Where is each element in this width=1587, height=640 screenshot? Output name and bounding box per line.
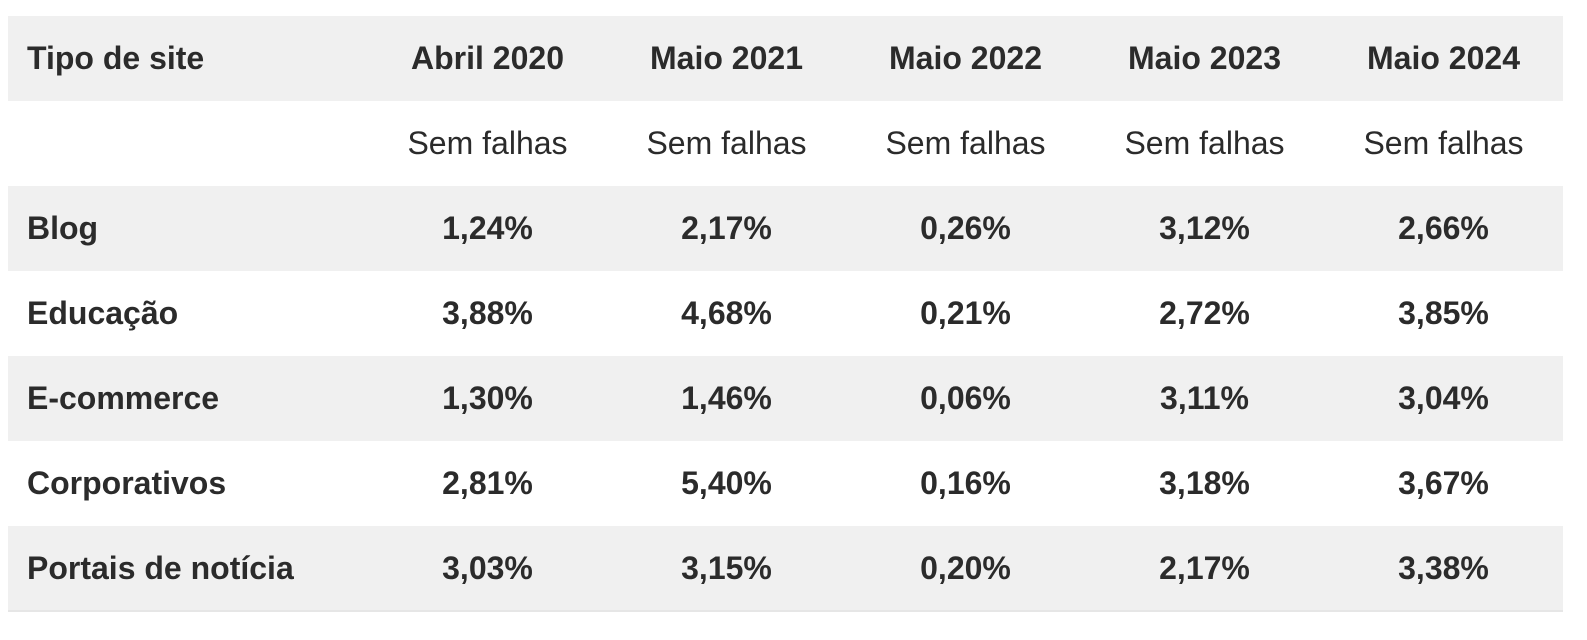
table-cell: 3,15% [607,526,846,611]
subheader-cell: Sem falhas [407,125,568,161]
table-cell: 0,26% [846,186,1085,271]
table-cell: 3,18% [1159,465,1250,501]
table-cell: 3,85% [1398,295,1489,331]
table-header-row: Tipo de site Abril 2020 Maio 2021 Maio 2… [8,16,1563,101]
table-row-portais: Portais de notícia 3,03% 3,15% 0,20% 2,1… [8,526,1563,611]
header-maio-2021: Maio 2021 [607,16,846,101]
table-cell: 2,72% [1159,295,1250,331]
table-cell: 3,04% [1324,356,1563,441]
row-label: E-commerce [8,356,368,441]
table-cell: 2,66% [1324,186,1563,271]
row-label: Educação [27,295,179,331]
table-cell: 0,20% [846,526,1085,611]
table-cell: 0,16% [920,465,1011,501]
table-cell: 2,17% [1085,526,1324,611]
row-label: Corporativos [27,465,227,501]
header-abril-2020: Abril 2020 [368,16,607,101]
table-cell: 2,81% [442,465,533,501]
table-cell: 3,38% [1324,526,1563,611]
table-cell: 3,67% [1398,465,1489,501]
table-row-educacao: Educação 3,88% 4,68% 0,21% 2,72% 3,85% [8,271,1563,356]
table-cell: 0,21% [920,295,1011,331]
table-cell: 3,03% [368,526,607,611]
subheader-cell: Sem falhas [1363,125,1524,161]
table-cell: 3,12% [1085,186,1324,271]
subheader-cell: Sem falhas [1124,125,1285,161]
table-cell: 1,46% [607,356,846,441]
header-maio-2024: Maio 2024 [1324,16,1563,101]
header-maio-2023: Maio 2023 [1085,16,1324,101]
table-cell: 1,24% [368,186,607,271]
subheader-cell: Sem falhas [646,125,807,161]
table-cell: 2,17% [607,186,846,271]
table-row-ecommerce: E-commerce 1,30% 1,46% 0,06% 3,11% 3,04% [8,356,1563,441]
subheader-cell: Sem falhas [885,125,1046,161]
table-cell: 4,68% [681,295,772,331]
header-type: Tipo de site [8,16,368,101]
table-cell: 3,88% [442,295,533,331]
table-subheader-row: Sem falhas Sem falhas Sem falhas Sem fal… [8,101,1563,186]
row-label: Portais de notícia [8,526,368,611]
header-maio-2022: Maio 2022 [846,16,1085,101]
table-row-blog: Blog 1,24% 2,17% 0,26% 3,12% 2,66% [8,186,1563,271]
table-cell: 0,06% [846,356,1085,441]
data-table-container: Tipo de site Abril 2020 Maio 2021 Maio 2… [8,16,1563,612]
table-cell: 5,40% [681,465,772,501]
site-type-table: Tipo de site Abril 2020 Maio 2021 Maio 2… [8,16,1563,612]
table-cell: 1,30% [368,356,607,441]
subheader-label [8,101,368,186]
table-row-corporativos: Corporativos 2,81% 5,40% 0,16% 3,18% 3,6… [8,441,1563,526]
table-cell: 3,11% [1085,356,1324,441]
row-label: Blog [8,186,368,271]
